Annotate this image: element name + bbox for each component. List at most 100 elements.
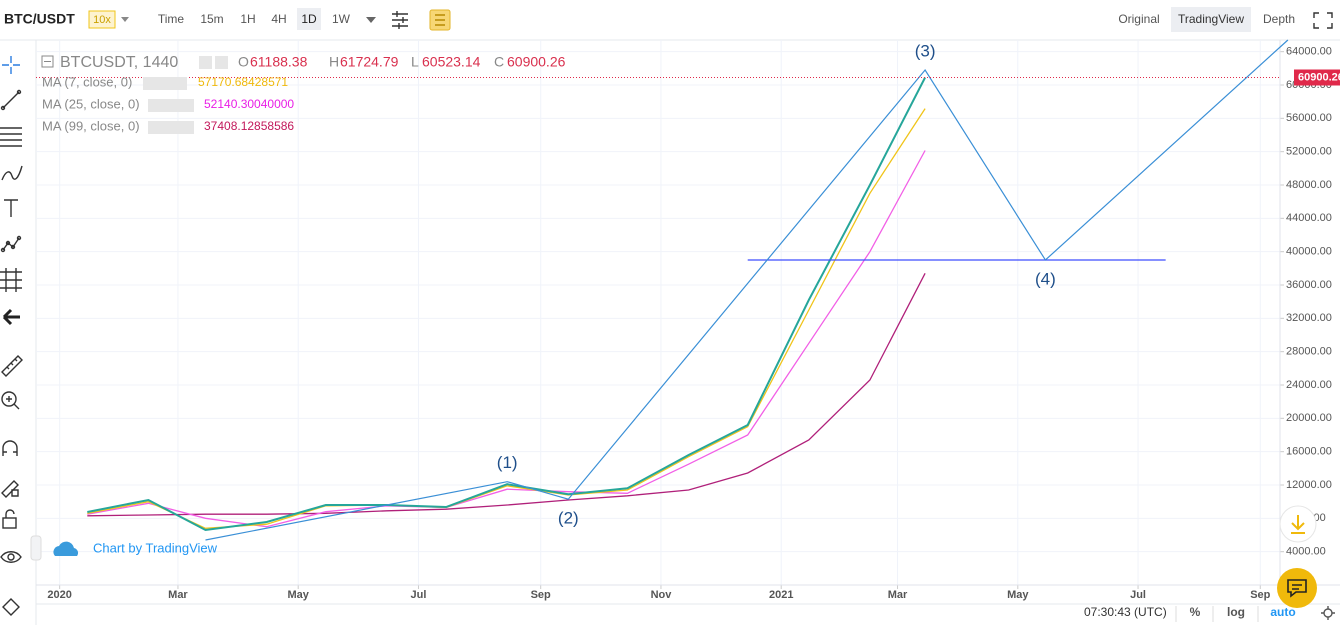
ohlc-key: O [238,54,249,70]
watermark-text[interactable]: Chart by TradingView [93,540,218,555]
y-tick-label: 4000.00 [1286,546,1326,558]
interval[interactable]: 1D [301,12,317,26]
zoom-tool[interactable] [1,391,20,410]
more-intervals[interactable] [366,17,376,23]
wave-label: (2) [558,509,579,528]
x-tick-label: Jul [1130,589,1146,601]
prediction-tool[interactable] [0,268,22,292]
ma-name: MA (7, close, 0) [42,74,132,89]
collapse-tab[interactable] [30,535,42,561]
last-price-badge [1294,69,1340,86]
y-tick-label: 24000.00 [1286,379,1332,391]
x-tick-label: Mar [888,589,908,601]
lock-tool[interactable] [2,509,17,529]
view-tab[interactable]: Depth [1263,12,1295,26]
indicators-button[interactable] [392,11,408,29]
x-tick-label: May [1007,589,1029,601]
interval[interactable]: 4H [271,12,286,26]
y-tick-label: 16000.00 [1286,446,1332,458]
active-interval-bg [297,8,321,30]
pattern-tool[interactable] [0,235,22,253]
interval[interactable]: Time [158,12,185,26]
top-toolbar: BTC/USDT 10x Time 15m 1H 4H 1D 1W Origin… [4,7,1333,32]
x-tick-label: Mar [168,589,188,601]
dropdown[interactable] [121,17,129,22]
y-tick-label: 40000.00 [1286,246,1332,258]
tv-logo [53,541,79,556]
trendline-tool[interactable] [0,89,22,111]
hide-tool[interactable] [2,308,20,326]
x-tick-label: May [288,589,310,601]
interval[interactable]: 1W [332,12,351,26]
chat-button[interactable] [1277,568,1317,608]
wave-label: (4) [1035,269,1056,288]
y-tick-label: 20000.00 [1286,412,1332,424]
visibility-tool[interactable] [0,551,22,563]
ohlc-key: L [411,54,419,70]
leverage-badge [88,10,116,29]
legend: BTCUSDT, 1440 O 61188.38 H 61724.79 L 60… [41,54,566,134]
ohlc-value: 61188.38 [250,54,308,70]
fullscreen-button[interactable] [1313,12,1333,29]
x-tick-label: Sep [531,589,551,601]
y-tick-label: 56000.00 [1286,112,1332,124]
ma-controls[interactable] [143,77,187,90]
y-tick-label: 48000.00 [1286,179,1332,191]
legend-settings[interactable] [199,56,212,69]
log-button[interactable]: log [1227,605,1245,619]
ma-name: MA (99, close, 0) [42,118,140,133]
ma-value: 37408.12858586 [204,119,294,133]
view-tab[interactable]: Original [1118,12,1159,26]
clock: 07:30:43 (UTC) [1084,605,1167,619]
x-tick-label: Sep [1250,589,1270,601]
last-price-label: 60900.26 [1298,71,1340,83]
settings-button[interactable] [1321,606,1335,620]
watermark: Chart by TradingView [30,535,218,561]
auto-button[interactable]: auto [1270,605,1295,619]
x-tick-label: 2021 [769,589,793,601]
y-tick-label: 52000.00 [1286,146,1332,158]
ma-value: 57170.68428571 [198,75,288,89]
brush-tool[interactable] [1,165,23,181]
leverage[interactable]: 10x [93,14,111,26]
fib-tool[interactable] [0,127,22,147]
download-icon [1291,515,1305,534]
interval[interactable]: 15m [200,12,223,26]
price-line [87,77,926,532]
ma-line [87,150,926,528]
magnet-tool[interactable] [2,440,18,456]
y-tick-label: 32000.00 [1286,312,1332,324]
ruler-tool[interactable] [1,355,23,377]
view-tab[interactable]: TradingView [1178,12,1244,26]
y-tick-label: 64000.00 [1286,46,1332,58]
ohlc-key: H [329,54,339,70]
percent-button[interactable]: % [1190,605,1201,619]
ohlc-value: 60523.14 [422,54,481,70]
interval[interactable]: 1H [240,12,255,26]
ma-value: 52140.30040000 [204,97,294,111]
collapse-button[interactable] [41,55,54,68]
wave-line [205,39,1289,541]
ohlc-value: 61724.79 [340,54,399,70]
y-tick-label: 36000.00 [1286,279,1332,291]
ohlc-key: C [494,54,504,70]
crosshair-tool[interactable] [2,56,20,74]
y-tick-label: 28000.00 [1286,346,1332,358]
y-tick-label: 12000.00 [1286,479,1332,491]
ma-line [87,273,926,517]
y-tick-label: 44000.00 [1286,212,1332,224]
x-tick-label: Nov [651,589,673,601]
ma-controls[interactable] [148,99,194,112]
text-tool[interactable] [4,199,18,217]
lock-drawing-tool[interactable] [1,480,19,498]
ma-controls[interactable] [148,121,194,134]
ma-name: MA (25, close, 0) [42,96,140,111]
delete-tool[interactable] [2,598,20,616]
legend-gear[interactable] [215,56,228,69]
wave-label: (1) [497,453,518,472]
symbol[interactable]: BTC/USDT [4,11,75,27]
ohlc-value: 60900.26 [507,54,566,70]
chat-icon [1287,579,1307,598]
